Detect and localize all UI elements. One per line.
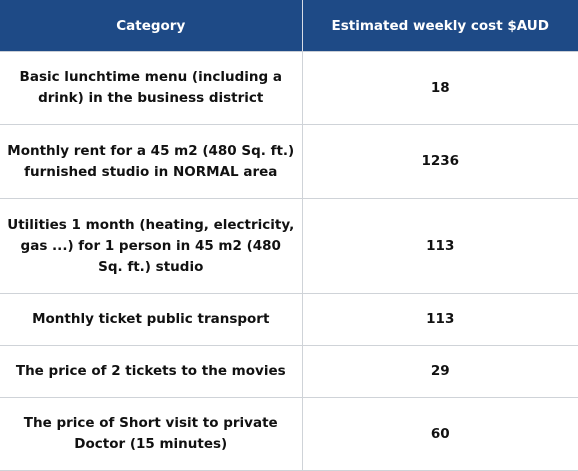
- cost-cell: 1236: [302, 124, 578, 199]
- cost-cell: 60: [302, 397, 578, 471]
- table-row: Monthly rent for a 45 m2 (480 Sq. ft.) f…: [0, 124, 578, 199]
- header-weekly-cost: Estimated weekly cost $AUD: [302, 0, 578, 52]
- category-cell: Monthly rent for a 45 m2 (480 Sq. ft.) f…: [0, 124, 303, 199]
- category-cell: The price of 2 tickets to the movies: [0, 345, 303, 398]
- category-cell: Monthly ticket public transport: [0, 293, 303, 346]
- table-row: Utilities 1 month (heating, electricity,…: [0, 198, 578, 294]
- table-row: The price of 2 tickets to the movies 29: [0, 345, 578, 398]
- table-row: The price of Short visit to private Doct…: [0, 397, 578, 471]
- cost-cell: 18: [302, 51, 578, 125]
- cost-cell: 29: [302, 345, 578, 398]
- table-row: Monthly ticket public transport 113: [0, 293, 578, 346]
- header-row: Category Estimated weekly cost $AUD: [0, 0, 578, 52]
- cost-cell: 113: [302, 293, 578, 346]
- category-cell: Basic lunchtime menu (including a drink)…: [0, 51, 303, 125]
- category-cell: Utilities 1 month (heating, electricity,…: [0, 198, 303, 294]
- cost-cell: 113: [302, 198, 578, 294]
- category-cell: The price of Short visit to private Doct…: [0, 397, 303, 471]
- header-category: Category: [0, 0, 303, 52]
- table-row: Basic lunchtime menu (including a drink)…: [0, 51, 578, 125]
